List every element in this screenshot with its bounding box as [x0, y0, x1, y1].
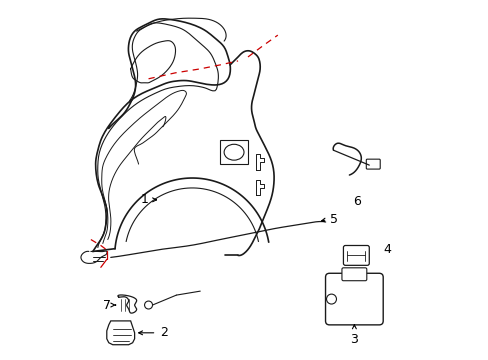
FancyBboxPatch shape	[366, 159, 380, 169]
Text: 2: 2	[160, 326, 168, 339]
Bar	[220, 140, 247, 164]
Text: 7: 7	[102, 298, 111, 311]
FancyBboxPatch shape	[341, 268, 366, 281]
Text: 4: 4	[383, 243, 390, 256]
Text: 3: 3	[350, 333, 358, 346]
Text: 1: 1	[141, 193, 148, 206]
FancyBboxPatch shape	[325, 273, 383, 325]
Polygon shape	[106, 321, 134, 345]
Text: 5: 5	[329, 213, 337, 226]
FancyBboxPatch shape	[343, 246, 368, 265]
Text: 6: 6	[353, 195, 361, 208]
